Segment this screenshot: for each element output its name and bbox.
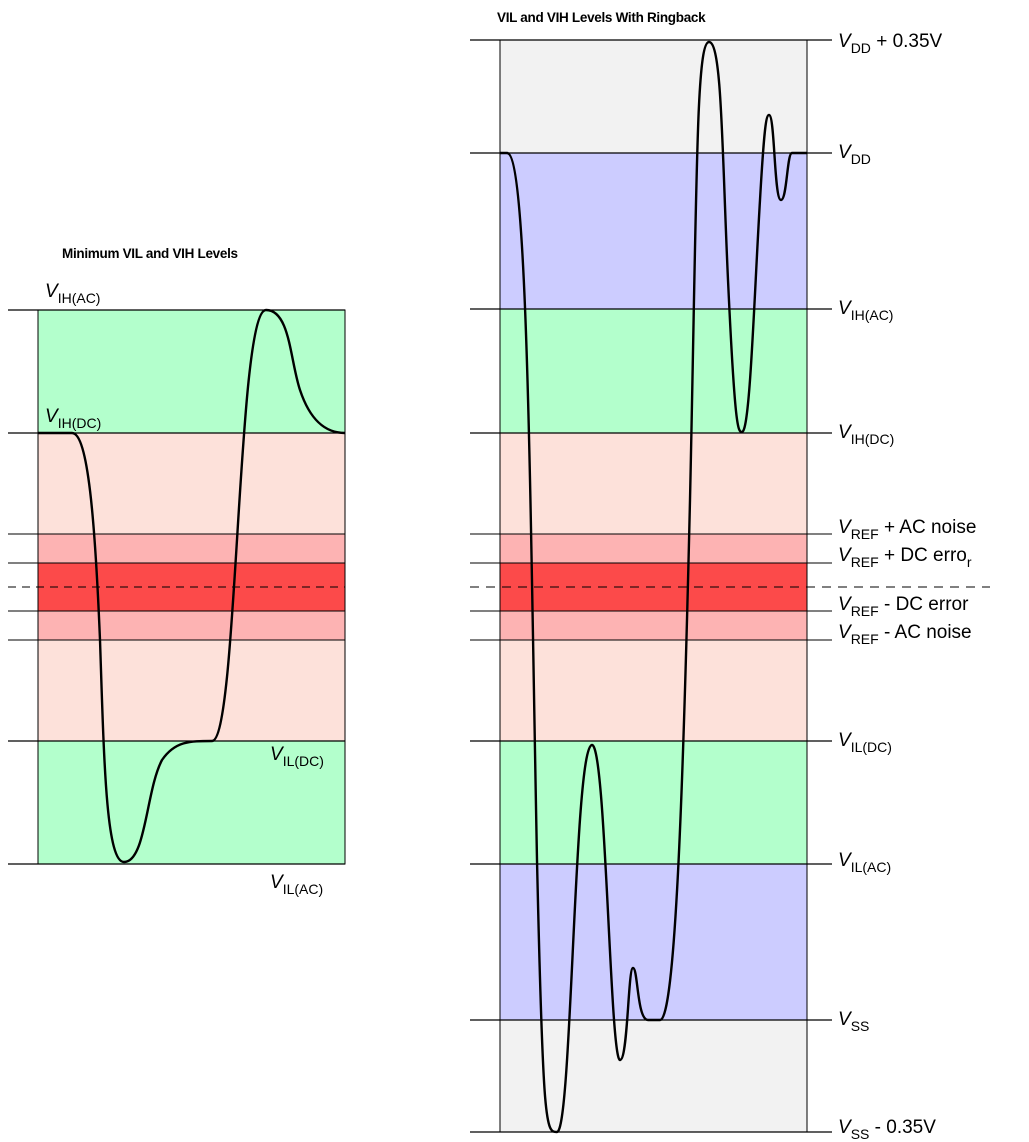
left-band-lower-ac-noise <box>38 611 345 640</box>
left-label-vil-ac: VIL(AC) <box>270 872 323 897</box>
right-waveform <box>500 40 807 1134</box>
right-band-vdd-overshoot <box>500 40 807 153</box>
right-band-upper-pink <box>500 433 807 534</box>
left-panel-title: Minimum VIL and VIH Levels <box>62 246 238 261</box>
left-waveform <box>38 308 346 864</box>
right-label-vil-dc: VIL(DC) <box>838 730 892 755</box>
right-band-vss-undershoot <box>500 1020 807 1132</box>
left-band-low-ac <box>38 741 345 864</box>
left-band-upper-ac-noise <box>38 534 345 563</box>
left-band-upper-pink <box>38 433 345 534</box>
left-label-vil-dc: VIL(DC) <box>270 744 324 769</box>
right-label-vref-ac-plus: VREF + AC noise <box>838 517 976 542</box>
right-label-vih-ac: VIH(AC) <box>838 298 893 323</box>
right-label-vss: VSS <box>838 1009 869 1034</box>
right-label-vih-dc: VIH(DC) <box>838 422 894 447</box>
right-band-upper-ac-noise <box>500 534 807 563</box>
right-label-vref-dc-minus: VREF - DC error <box>838 594 969 619</box>
right-label-vref-dc-plus: VREF + DC error <box>838 545 972 570</box>
left-panel: Minimum VIL and VIH Levels VIH(AC) VIH(D… <box>8 246 346 897</box>
right-label-vil-ac: VIL(AC) <box>838 850 891 875</box>
left-label-vih-dc: VIH(DC) <box>45 406 101 431</box>
right-label-vss-minus: VSS - 0.35V <box>838 1117 936 1142</box>
right-panel: VIL and VIH Levels With Ringback VDD <box>470 10 990 1142</box>
left-band-high-ac <box>38 310 345 433</box>
right-panel-title: VIL and VIH Levels With Ringback <box>497 10 706 25</box>
right-label-vref-ac-minus: VREF - AC noise <box>838 622 972 647</box>
right-band-low-ac <box>500 741 807 864</box>
right-band-lower-pink <box>500 640 807 741</box>
left-band-lower-pink <box>38 640 345 741</box>
left-label-vih-ac: VIH(AC) <box>45 281 100 306</box>
right-band-high-ac <box>500 309 807 433</box>
right-band-lower-ac-noise <box>500 611 807 640</box>
right-label-vdd: VDD <box>838 142 871 167</box>
right-band-vil-ac-to-vss <box>500 864 807 1020</box>
right-label-vdd-plus: VDD + 0.35V <box>838 31 943 56</box>
